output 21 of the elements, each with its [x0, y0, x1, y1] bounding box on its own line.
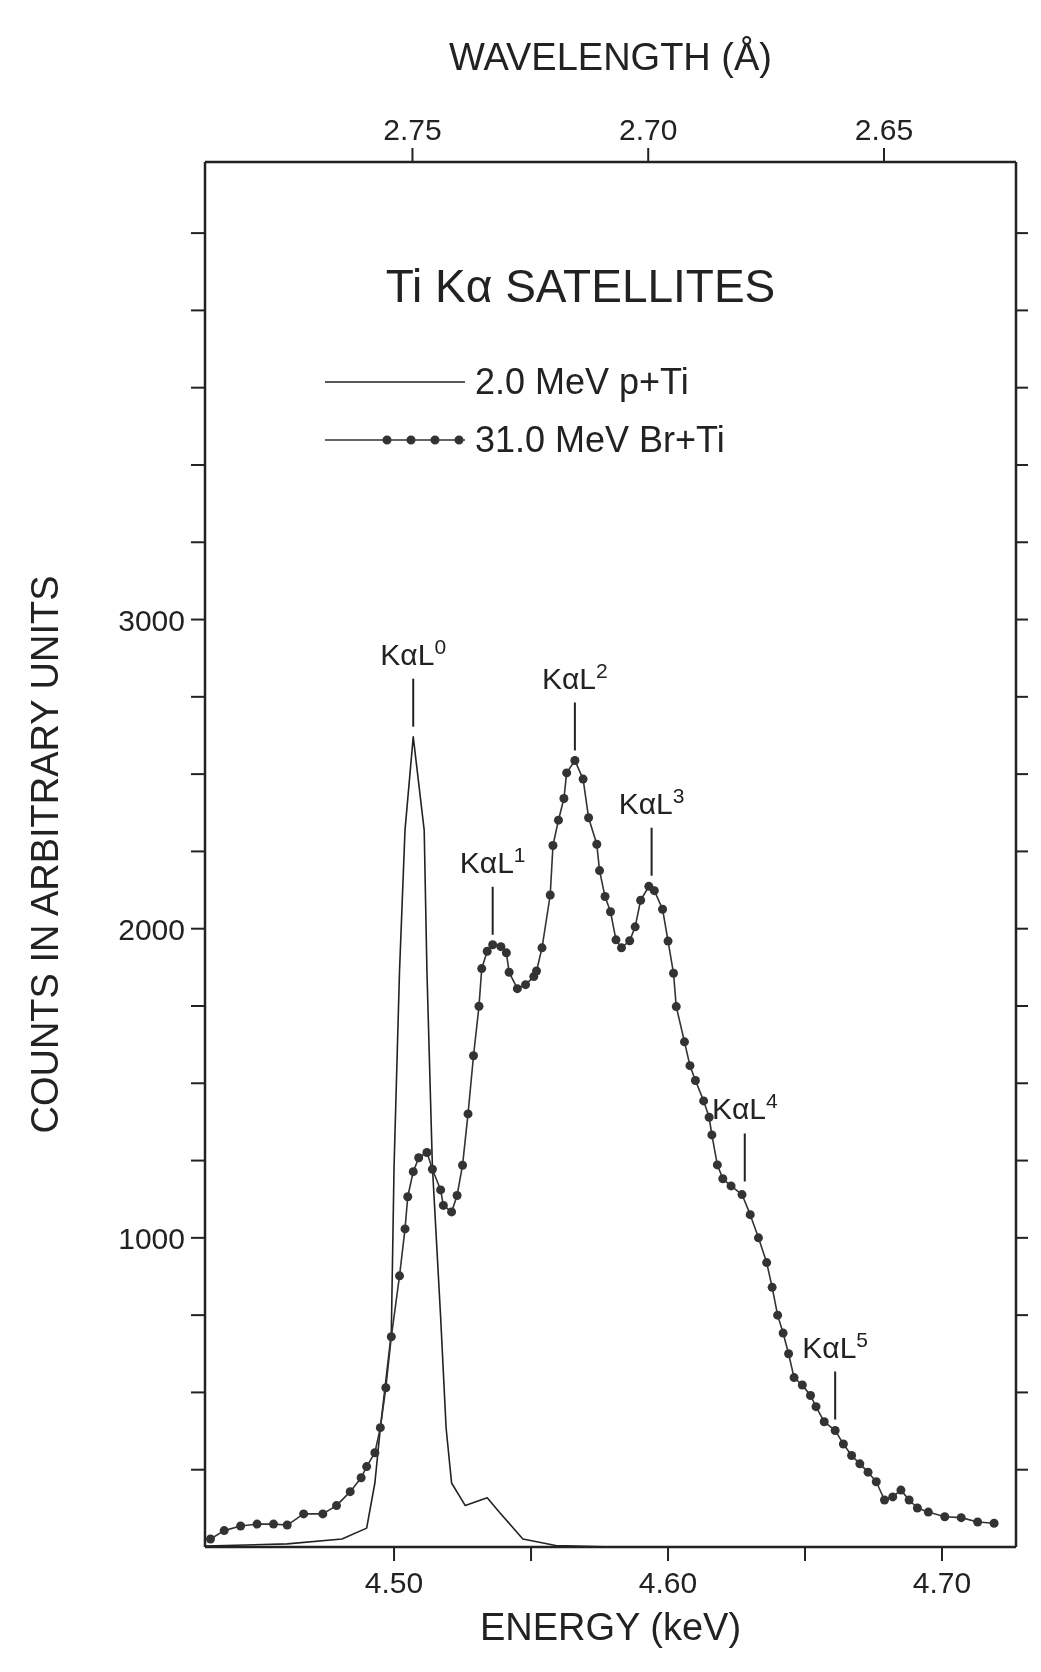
x2-tick-label: 2.70: [619, 113, 678, 146]
legend-label: 2.0 MeV p+Ti: [475, 361, 689, 403]
x-tick-label: 4.70: [912, 1566, 972, 1599]
x-axis-title: ENERGY (keV): [479, 1606, 742, 1648]
annotation: KαL$^{2}$: [542, 658, 608, 695]
x2-tick-label: 2.75: [383, 113, 442, 146]
annotation: KαL$^{5}$: [802, 1327, 869, 1364]
y-tick-label: 3000: [118, 603, 185, 637]
annotation: KαL$^{4}$: [711, 1088, 778, 1126]
x-tick-label: 4.60: [638, 1566, 698, 1599]
text: Ti Kα SATELLITES: [385, 260, 776, 312]
y-tick-label: 2000: [118, 912, 185, 946]
annotation: KαL$^{3}$: [618, 783, 685, 820]
x2-axis-title: WAVELENGTH (Å): [448, 35, 773, 78]
y-axis-title: COUNTS IN ARBITRARY UNITS: [24, 575, 66, 1134]
legend-label: 31.0 MeV Br+Ti: [475, 419, 725, 461]
x-tick-label: 4.50: [364, 1566, 424, 1599]
annotation: KαL$^{0}$: [380, 634, 447, 671]
y-tick-label: 1000: [118, 1221, 185, 1255]
x2-tick-label: 2.65: [854, 113, 914, 146]
annotation: KαL$^{1}$: [459, 842, 526, 879]
